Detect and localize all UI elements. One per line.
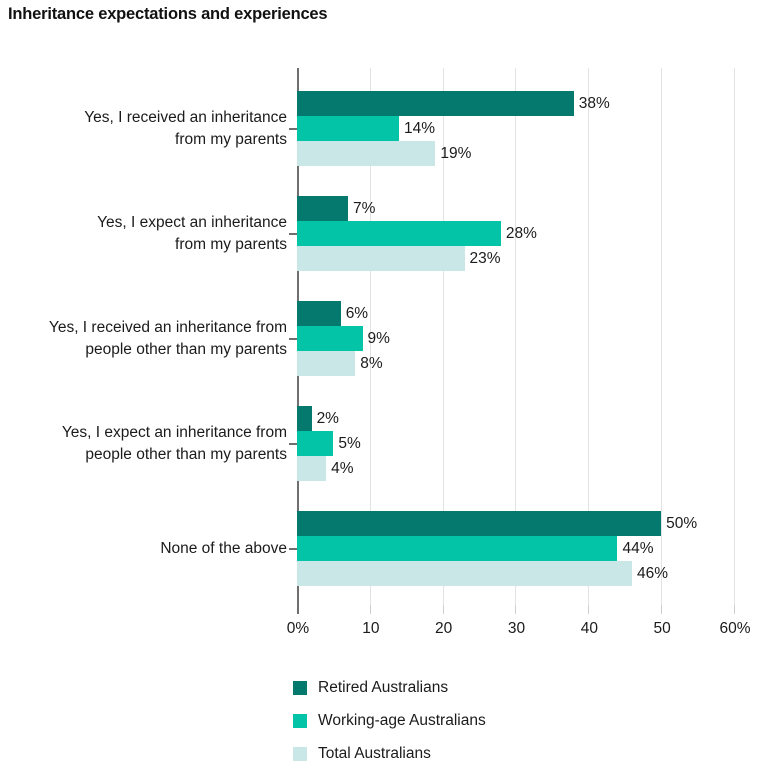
gridline: [661, 68, 663, 605]
gridline: [442, 68, 444, 605]
legend-swatch-icon: [293, 713, 307, 728]
bar-value-label: 7%: [352, 200, 376, 217]
x-tick-mark: [515, 605, 517, 614]
bar-value-label: 4%: [331, 460, 354, 477]
bar: [297, 406, 312, 431]
legend-label: Total Australians: [318, 744, 431, 762]
category-label-line: from my parents: [175, 130, 287, 148]
category-label-line: Yes, I received an inheritance: [84, 108, 287, 126]
bar-value-label: 50%: [666, 515, 698, 532]
bar: [297, 351, 356, 376]
bar-value-label: 6%: [345, 305, 369, 322]
category-label-line: None of the above: [160, 539, 287, 557]
bar: [297, 536, 618, 561]
bar-value-label: 23%: [469, 250, 501, 267]
bar: [297, 431, 334, 456]
category-label-line: people other than my parents: [85, 445, 287, 463]
bar-value-label: 9%: [367, 330, 390, 347]
legend-swatch-icon: [293, 680, 307, 695]
y-axis-category-label: Yes, I received an inheritance from peopl…: [10, 317, 297, 361]
bar: [297, 91, 574, 116]
bar-value-label: 5%: [338, 435, 361, 452]
x-tick-mark: [297, 605, 299, 614]
bar-value-label: 2%: [316, 410, 339, 427]
bar: [297, 511, 662, 536]
legend-label: Retired Australians: [318, 678, 449, 696]
chart-legend: Retired Australians Working-age Australia…: [293, 671, 486, 770]
legend-label: Working-age Australians: [318, 711, 486, 729]
y-axis-category-label: Yes, I expect an inheritance from people …: [10, 422, 297, 466]
x-tick-label: 10: [362, 620, 380, 637]
bar: [297, 456, 327, 481]
legend-item[interactable]: Total Australians: [293, 737, 486, 770]
x-tick-label: 0%: [286, 620, 310, 637]
x-tick-mark: [733, 605, 735, 614]
category-label-line: from my parents: [175, 235, 287, 253]
y-axis-category-label: Yes, I received an inheritance from my pa…: [10, 107, 297, 151]
bar: [297, 196, 348, 221]
bar-value-label: 14%: [403, 120, 435, 137]
x-tick-label: 40: [580, 620, 598, 637]
gridline: [588, 68, 590, 605]
category-label-line: Yes, I expect an inheritance from: [61, 423, 287, 441]
category-label-line: people other than my parents: [85, 340, 287, 358]
bar-value-label: 44%: [622, 540, 654, 557]
y-tick-mark: [289, 337, 297, 340]
bar-value-label: 19%: [440, 145, 472, 162]
x-tick-label: 20: [435, 620, 453, 637]
bar: [297, 561, 633, 586]
bar-value-label: 28%: [505, 225, 537, 242]
y-tick-mark: [289, 127, 297, 130]
bar-value-label: 46%: [637, 565, 669, 582]
bar: [297, 221, 501, 246]
x-tick-label: 60%: [719, 620, 751, 637]
y-tick-mark: [289, 547, 297, 550]
legend-item[interactable]: Working-age Australians: [293, 704, 486, 737]
y-axis-category-label: Yes, I expect an inheritance from my pare…: [10, 212, 297, 256]
category-label-line: Yes, I expect an inheritance: [97, 213, 287, 231]
category-label-line: Yes, I received an inheritance from: [48, 318, 287, 336]
bar: [297, 116, 399, 141]
gridline: [515, 68, 517, 605]
plot-area: [297, 68, 735, 605]
y-axis-category-labels: Yes, I received an inheritance from my pa…: [0, 0, 297, 769]
y-tick-mark: [289, 232, 297, 235]
gridline: [733, 68, 735, 605]
x-tick-label: 50: [653, 620, 671, 637]
x-tick-label: 30: [507, 620, 526, 637]
bar: [297, 301, 341, 326]
bar: [297, 246, 465, 271]
legend-item[interactable]: Retired Australians: [293, 671, 486, 704]
bar: [297, 326, 363, 351]
bar: [297, 141, 436, 166]
bar-value-label: 8%: [360, 355, 383, 372]
y-axis-category-label: None of the above: [10, 538, 297, 560]
chart-title: Inheritance expectations and experiences: [8, 5, 328, 23]
x-tick-mark: [661, 605, 663, 614]
y-tick-mark: [289, 442, 297, 445]
x-tick-mark: [588, 605, 590, 614]
legend-swatch-icon: [293, 746, 307, 761]
x-tick-mark: [369, 605, 371, 614]
x-tick-mark: [442, 605, 444, 614]
bar-value-label: 38%: [578, 95, 610, 112]
gridline: [369, 68, 371, 605]
